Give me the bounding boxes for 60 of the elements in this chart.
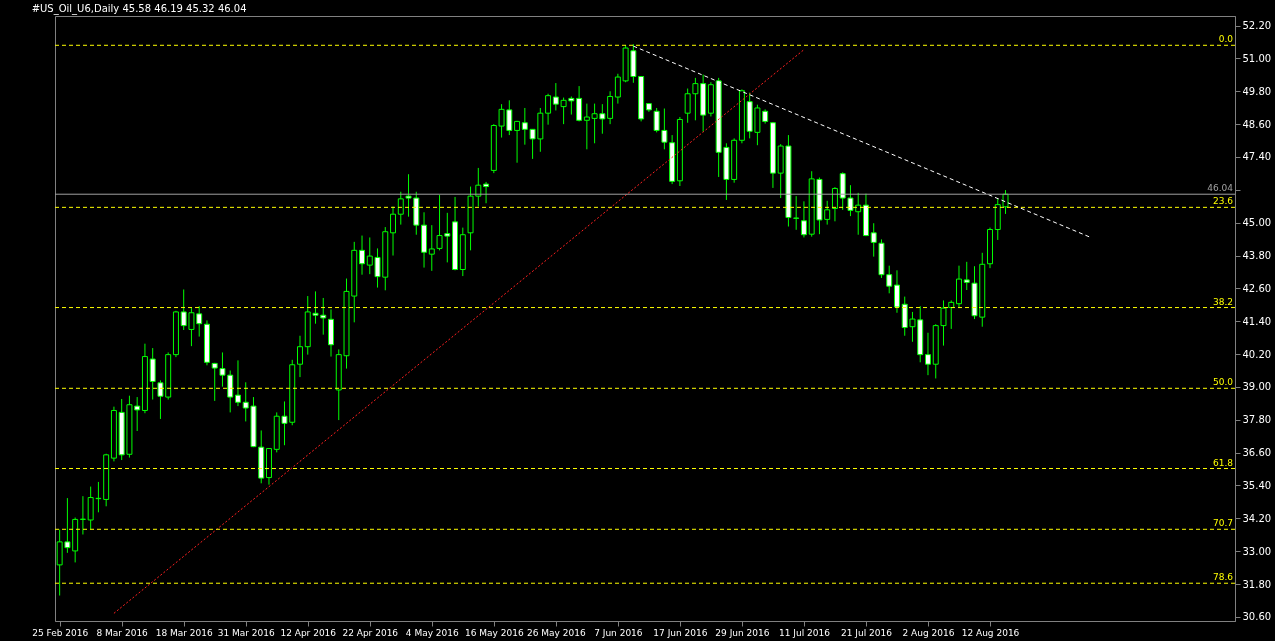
y-tick-label: 34.20 (1242, 512, 1272, 524)
annotation: 61.8 (1212, 457, 1234, 468)
y-tick-label: 30.60 (1242, 611, 1272, 623)
x-tick-label: 17 Jun 2016 (653, 627, 708, 638)
x-tick-label: 4 May 2016 (405, 627, 460, 638)
candlestick (893, 269, 900, 314)
candlestick (576, 85, 583, 122)
candlestick (800, 200, 807, 238)
candlestick (870, 222, 877, 258)
candlestick (149, 347, 156, 401)
y-tick-label: 45.00 (1242, 217, 1272, 229)
x-tick-label: 29 Jun 2016 (715, 627, 770, 638)
x-tick-label: 18 Mar 2016 (155, 627, 213, 638)
candlestick (948, 299, 955, 330)
x-tick-label: 22 Apr 2016 (342, 627, 399, 638)
candlestick (234, 359, 241, 407)
y-tick-label: 41.40 (1242, 315, 1272, 327)
candlestick (390, 206, 397, 257)
annotation: 50.0 (1212, 377, 1234, 388)
y-tick-label: 47.40 (1242, 151, 1272, 163)
x-tick-label: 8 Mar 2016 (96, 627, 149, 638)
candlestick (963, 261, 970, 291)
y-tick-label: 48.60 (1242, 118, 1272, 130)
x-tick-label: 25 Feb 2016 (32, 627, 89, 638)
candlestick (607, 90, 614, 125)
x-tick-label: 31 Mar 2016 (217, 627, 276, 638)
annotation: 38.2 (1212, 296, 1233, 307)
y-tick-label: 31.80 (1242, 578, 1272, 590)
x-tick-label: 12 Apr 2016 (280, 627, 337, 638)
y-tick-label: 52.20 (1242, 20, 1272, 32)
ref-line-label: 46.04 (1207, 183, 1234, 194)
candlestick (297, 335, 303, 378)
x-tick-label: 26 May 2016 (527, 627, 586, 638)
y-tick-label: 43.80 (1242, 250, 1272, 262)
y-tick-label: 36.60 (1242, 447, 1272, 459)
annotation: 70.7 (1212, 518, 1233, 529)
x-tick-label: 21 Jul 2016 (840, 627, 893, 638)
x-tick-label: 12 Aug 2016 (961, 627, 1020, 638)
annotation: 0.0 (1218, 34, 1234, 45)
x-tick-label: 2 Aug 2016 (902, 627, 955, 638)
candlestick (359, 235, 365, 276)
y-tick-label: 39.00 (1242, 381, 1272, 393)
candlestick (545, 93, 552, 126)
y-tick-label: 51.00 (1242, 52, 1272, 64)
x-tick-label: 7 Jun 2016 (594, 627, 643, 638)
y-tick-label: 42.60 (1242, 282, 1272, 294)
annotation: 23.6 (1212, 196, 1234, 207)
x-tick-label: 16 May 2016 (464, 627, 524, 638)
y-tick-label: 35.40 (1242, 479, 1272, 491)
candlestick (925, 332, 931, 376)
chart-title: #US_Oil_U6,Daily 45.58 46.19 45.32 46.04 (31, 3, 247, 15)
candlestick (831, 186, 838, 222)
y-tick-label: 33.00 (1242, 545, 1272, 557)
annotation: 78.6 (1212, 572, 1234, 583)
y-tick-label: 40.20 (1242, 348, 1272, 360)
candlestick (483, 181, 490, 204)
candlestick (514, 120, 521, 164)
y-tick-label: 37.80 (1242, 414, 1272, 426)
y-tick-label: 49.80 (1242, 85, 1272, 97)
x-tick-label: 11 Jul 2016 (778, 627, 831, 638)
